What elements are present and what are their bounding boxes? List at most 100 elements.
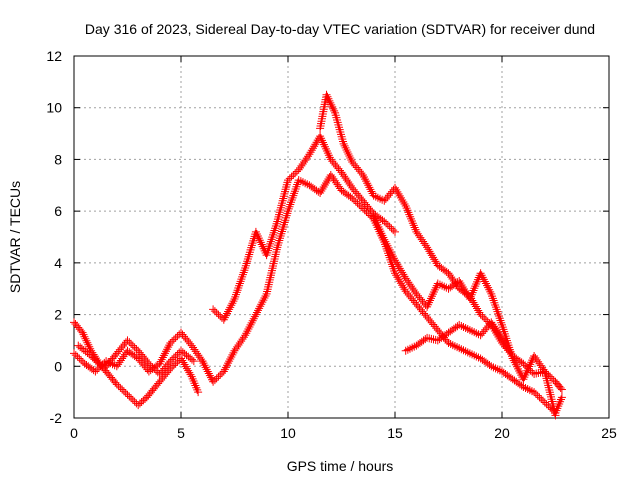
- data-point: [201, 360, 203, 362]
- data-point: [415, 303, 417, 305]
- y-tick-label: 2: [54, 307, 62, 323]
- y-tick-label: 6: [54, 203, 62, 219]
- data-point: [415, 231, 417, 233]
- x-axis-label: GPS time / hours: [287, 458, 394, 474]
- data-point: [533, 355, 535, 357]
- data-point: [244, 334, 246, 336]
- data-point: [544, 401, 546, 404]
- data-point: [325, 94, 328, 96]
- data-point: [437, 339, 439, 342]
- data-point: [351, 197, 353, 199]
- data-point: [501, 370, 503, 373]
- data-point: [522, 378, 525, 380]
- data-point: [501, 342, 503, 344]
- data-point: [276, 246, 278, 248]
- data-point: [394, 272, 396, 274]
- data-point: [90, 350, 92, 352]
- data-point: [148, 370, 150, 373]
- data-point: [544, 370, 546, 373]
- data-point: [126, 394, 129, 396]
- y-tick-label: 4: [54, 255, 62, 271]
- data-point: [383, 220, 385, 223]
- series-track-3: [74, 336, 198, 379]
- data-point: [458, 324, 460, 326]
- data-point: [105, 360, 107, 362]
- data-point: [343, 143, 345, 145]
- data-point: [191, 376, 193, 378]
- data-point: [212, 381, 214, 383]
- data-point: [255, 231, 257, 233]
- data-point: [197, 391, 199, 393]
- data-point: [340, 189, 343, 192]
- data-point: [394, 187, 396, 189]
- data-point: [469, 329, 471, 331]
- data-point: [298, 169, 300, 171]
- data-point: [90, 355, 92, 357]
- data-point: [244, 267, 246, 269]
- data-point: [501, 337, 503, 339]
- data-point: [116, 352, 118, 354]
- data-point: [319, 127, 321, 129]
- y-tick-label: 10: [46, 100, 62, 116]
- data-point: [522, 386, 525, 388]
- x-tick-label: 25: [601, 425, 617, 441]
- data-point: [512, 378, 514, 380]
- data-point: [373, 195, 375, 197]
- data-point: [94, 370, 96, 373]
- series-track-4: [209, 132, 399, 324]
- data-point: [116, 383, 118, 385]
- data-point: [480, 357, 482, 360]
- data-point: [81, 332, 84, 334]
- x-tick-label: 15: [387, 425, 403, 441]
- data-point: [180, 332, 182, 334]
- data-point: [362, 174, 364, 176]
- x-tick-label: 0: [70, 425, 78, 441]
- data-point: [458, 288, 460, 290]
- axis-ticks: 0 5 10 15 20 25 -2 0 2 4 6 8 10 12: [46, 48, 617, 441]
- x-tick-label: 20: [494, 425, 510, 441]
- data-point: [351, 187, 353, 189]
- data-point: [437, 264, 439, 267]
- series-markers: [209, 132, 399, 324]
- data-point: [554, 414, 557, 417]
- data-point: [159, 373, 161, 375]
- series-markers: [369, 212, 560, 420]
- data-point: [561, 396, 563, 398]
- data-point: [107, 373, 109, 375]
- data-point: [405, 290, 407, 292]
- series-markers: [316, 90, 566, 394]
- series-track-5: [198, 170, 566, 417]
- data-point: [319, 135, 321, 137]
- data-point: [137, 357, 139, 360]
- data-point: [533, 373, 535, 375]
- series-track-7: [369, 212, 560, 420]
- data-point: [522, 363, 525, 365]
- data-point: [394, 259, 396, 261]
- data-point: [137, 404, 139, 406]
- y-tick-label: 8: [54, 151, 62, 167]
- data-point: [266, 293, 268, 295]
- y-tick-label: 12: [46, 48, 62, 64]
- data-point: [223, 370, 225, 373]
- data-point: [103, 368, 105, 370]
- data-point: [73, 352, 75, 354]
- data-point: [362, 200, 364, 202]
- data-point: [340, 171, 343, 173]
- data-point: [469, 352, 471, 354]
- data-point: [159, 381, 161, 383]
- data-point: [426, 246, 428, 248]
- data-point: [84, 363, 86, 365]
- data-point: [415, 293, 417, 295]
- data-point: [233, 298, 236, 300]
- data-point: [383, 238, 385, 241]
- data-point: [287, 210, 289, 212]
- data-point: [480, 313, 482, 316]
- data-point: [490, 293, 492, 295]
- data-point: [480, 272, 482, 274]
- data-point: [394, 231, 396, 233]
- data-point: [490, 365, 492, 367]
- data-point: [373, 215, 375, 217]
- y-tick-label: 0: [54, 358, 62, 374]
- data-point: [308, 184, 310, 186]
